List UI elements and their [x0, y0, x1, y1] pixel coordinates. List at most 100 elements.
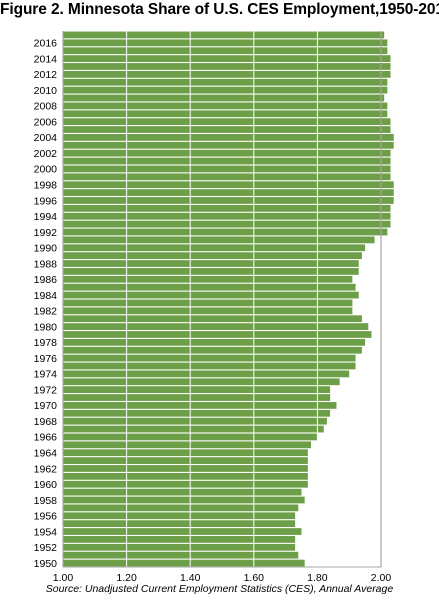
bar-2004 — [63, 134, 394, 141]
bar-1991 — [63, 236, 375, 244]
bar-1992 — [63, 228, 388, 236]
x-tick-label: 1.40 — [180, 572, 201, 584]
bar-2008 — [63, 102, 388, 110]
bar-1956 — [63, 512, 296, 520]
bar-1960 — [63, 480, 308, 488]
bar-1954 — [63, 528, 302, 535]
bar-1993 — [63, 220, 391, 228]
y-tick-label: 1988 — [34, 258, 58, 270]
bar-1982 — [63, 307, 353, 315]
bar-1998 — [63, 181, 394, 189]
bar-1975 — [63, 362, 356, 370]
y-tick-label: 1980 — [34, 321, 58, 333]
y-tick-label: 1964 — [34, 448, 58, 460]
y-tick-label: 1968 — [34, 416, 58, 428]
x-tick-label: 2.00 — [371, 572, 392, 584]
y-tick-label: 1996 — [34, 195, 58, 207]
y-tick-label: 1986 — [34, 274, 58, 286]
bar-2010 — [63, 86, 388, 94]
bar-2007 — [63, 110, 388, 118]
bar-2002 — [63, 149, 391, 157]
chart-title: Figure 2. Minnesota Share of U.S. CES Em… — [0, 1, 439, 18]
bar-1965 — [63, 441, 312, 449]
bar-1968 — [63, 417, 327, 425]
bar-1973 — [63, 378, 340, 386]
x-tick-labels-group: 1.00 1.20 1.40 1.60 1.80 2.00 — [53, 572, 392, 584]
bar-1953 — [63, 536, 296, 543]
bar-1980 — [63, 323, 369, 330]
x-tick-label: 1.60 — [244, 572, 265, 584]
bar-1989 — [63, 252, 362, 260]
bar-1950 — [63, 559, 305, 567]
bar-1957 — [63, 504, 299, 512]
bar-2000 — [63, 165, 391, 173]
bar-2014 — [63, 55, 391, 62]
bar-1970 — [63, 402, 337, 409]
bar-1951 — [63, 551, 299, 559]
y-tick-label: 1998 — [34, 180, 58, 192]
y-tick-label: 1954 — [34, 526, 58, 538]
y-tick-label: 1960 — [34, 479, 58, 491]
y-tick-label: 2014 — [34, 53, 58, 65]
bar-1983 — [63, 299, 353, 307]
y-tick-label: 1972 — [34, 384, 58, 396]
bar-2017 — [63, 31, 385, 39]
bar-1984 — [63, 291, 359, 299]
bar-1959 — [63, 488, 302, 496]
bar-1995 — [63, 204, 391, 212]
y-tick-label: 2012 — [34, 69, 58, 81]
bar-1952 — [63, 543, 296, 551]
y-tick-label: 2000 — [34, 164, 58, 176]
bar-1967 — [63, 425, 324, 433]
y-tick-labels-group: 1950 1952 1954 1956 1958 1960 1962 1964 1966 1968… — [34, 38, 58, 570]
bar-2001 — [63, 157, 391, 165]
y-tick-label: 1950 — [34, 558, 58, 570]
y-tick-label: 1984 — [34, 290, 58, 302]
bar-1972 — [63, 386, 331, 394]
y-tick-label: 2004 — [34, 132, 58, 144]
y-tick-label: 1976 — [34, 353, 58, 365]
y-tick-label: 1994 — [34, 211, 58, 223]
bar-1988 — [63, 260, 359, 267]
bar-2011 — [63, 78, 388, 86]
y-tick-label: 2010 — [34, 85, 58, 97]
gridlines-group — [62, 31, 382, 568]
y-tick-label: 2002 — [34, 148, 58, 160]
y-tick-label: 1990 — [34, 243, 58, 255]
bar-2013 — [63, 63, 391, 70]
bar-1979 — [63, 331, 372, 338]
bar-2003 — [63, 141, 394, 149]
bar-1999 — [63, 173, 391, 181]
y-tick-label: 2008 — [34, 101, 58, 113]
y-tick-label: 1952 — [34, 542, 58, 554]
bar-1987 — [63, 268, 359, 275]
y-tick-label: 1992 — [34, 227, 58, 239]
bar-1958 — [63, 496, 305, 504]
y-tick-label: 1958 — [34, 495, 58, 507]
x-tick-label: 1.80 — [307, 572, 328, 584]
bar-1977 — [63, 346, 362, 354]
bar-2012 — [63, 70, 391, 78]
bar-2015 — [63, 47, 388, 55]
y-tick-label: 2016 — [34, 38, 58, 50]
bar-1990 — [63, 244, 366, 252]
bar-1978 — [63, 338, 366, 346]
bar-1996 — [63, 197, 394, 204]
bar-1955 — [63, 520, 296, 528]
bar-1971 — [63, 394, 331, 401]
bar-2016 — [63, 39, 388, 47]
bar-1985 — [63, 283, 356, 291]
y-tick-label: 1982 — [34, 306, 58, 318]
bar-2005 — [63, 126, 391, 133]
y-tick-label: 1974 — [34, 369, 58, 381]
bar-1981 — [63, 315, 362, 323]
bar-1964 — [63, 449, 308, 457]
bar-2006 — [63, 118, 391, 126]
bar-2009 — [63, 94, 385, 102]
y-tick-label: 1966 — [34, 432, 58, 444]
bar-1994 — [63, 212, 391, 220]
chart-source-note: Source: Unadjusted Current Employment St… — [45, 583, 394, 595]
bar-1963 — [63, 457, 308, 464]
y-tick-label: 1956 — [34, 511, 58, 523]
y-tick-label: 1962 — [34, 463, 58, 475]
